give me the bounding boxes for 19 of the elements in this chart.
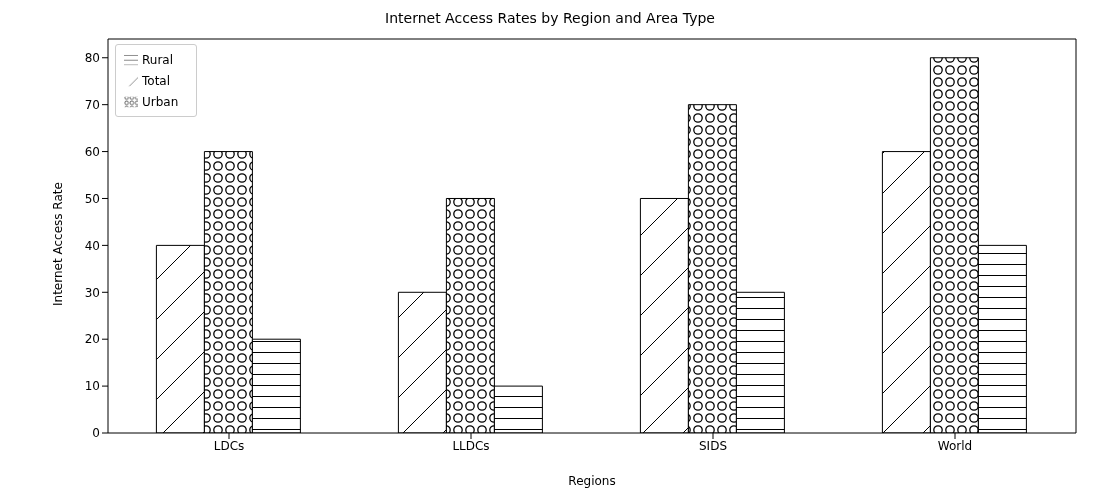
legend-label: Urban: [142, 95, 179, 109]
y-tick-label: 20: [84, 332, 100, 347]
chart-title: Internet Access Rates by Region and Area Type: [384, 9, 716, 28]
y-tick-label: 10: [84, 379, 100, 394]
y-tick-label: 50: [84, 191, 100, 206]
y-tick-label: 80: [84, 51, 100, 66]
y-tick-label: 40: [84, 238, 100, 253]
y-tick-label: 0: [92, 426, 100, 441]
y-tick-label: 60: [84, 144, 100, 159]
legend-label: Total: [142, 74, 171, 88]
y-axis-title: Internet Access Rate: [51, 182, 66, 306]
x-tick-label: LDCs: [213, 438, 245, 453]
y-tick-label: 30: [84, 285, 100, 300]
x-axis-title: Regions: [568, 474, 616, 488]
y-tick-label: 70: [84, 97, 100, 112]
x-tick-label: SIDS: [698, 438, 728, 453]
x-tick-label: World: [937, 438, 973, 453]
x-tick-label: LLDCs: [452, 438, 490, 453]
legend-label: Rural: [142, 53, 174, 67]
